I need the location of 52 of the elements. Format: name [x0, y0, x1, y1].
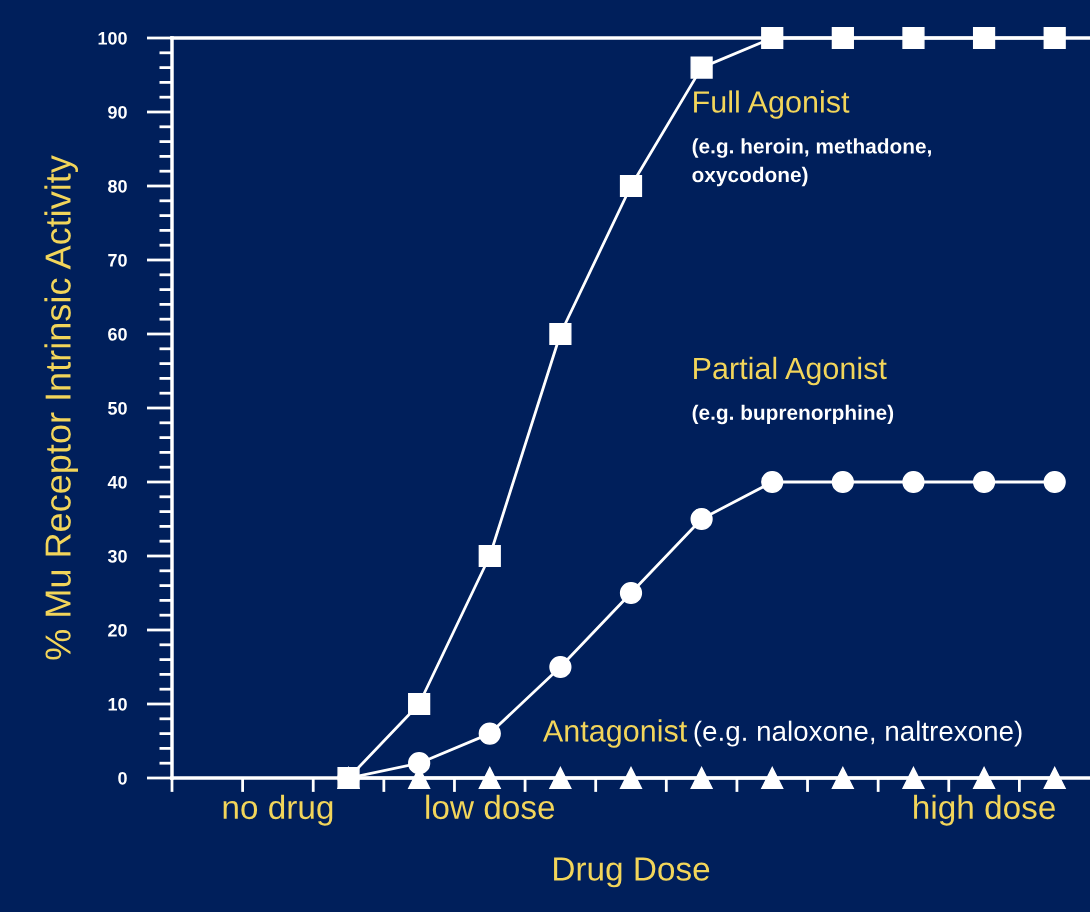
point — [408, 692, 431, 716]
point — [549, 766, 572, 790]
y-tick-label: 70 — [108, 253, 127, 267]
x-axis-title: Drug Dose — [554, 857, 710, 888]
point — [690, 766, 713, 790]
y-tick-label: 40 — [107, 475, 127, 489]
annotation: (e.g. heroin, methadone, oxycodone) — [692, 138, 931, 187]
y-tick-label: 50 — [108, 401, 127, 415]
point — [619, 766, 643, 790]
y-tick-label: 30 — [107, 549, 127, 563]
point — [549, 322, 572, 346]
point — [831, 766, 854, 790]
point — [972, 766, 996, 790]
point — [478, 766, 501, 790]
point — [972, 470, 996, 494]
annotation: (e.g. buprenorphine) — [692, 404, 894, 425]
point — [408, 752, 431, 775]
point — [972, 26, 996, 50]
point — [761, 766, 784, 790]
y-tick-label: 90 — [108, 105, 127, 119]
point — [761, 470, 784, 494]
y-tick-label: 20 — [108, 623, 127, 637]
point — [761, 26, 784, 50]
point — [619, 581, 643, 605]
y-axis-title: % Mu Receptor Intrinsic Activity — [44, 155, 78, 660]
y-tick-label: 80 — [108, 179, 127, 193]
y-tick-label: 0 — [118, 771, 127, 785]
y-tick-label: 10 — [108, 697, 127, 711]
point — [549, 655, 572, 679]
point — [902, 470, 925, 494]
point — [478, 544, 501, 568]
point — [478, 722, 501, 745]
point — [1043, 470, 1066, 494]
point — [902, 766, 925, 790]
y-tick-label: 60 — [108, 327, 127, 341]
point — [831, 26, 854, 50]
text: Partial Agonist — [694, 356, 887, 386]
x-tick-label: low dose — [426, 794, 555, 820]
point — [831, 470, 854, 494]
series-label: Antagonist — [542, 719, 688, 748]
y-tick-label: 100 — [98, 31, 127, 45]
series-label: Full Agonist — [694, 90, 850, 119]
point — [1043, 26, 1066, 50]
x-tick-label: no drug — [223, 794, 333, 826]
point — [337, 766, 360, 790]
x-tick-label: high dose — [914, 794, 1055, 826]
point — [690, 507, 713, 531]
annotation: (e.g. naloxone, naltrexone) — [694, 720, 1022, 747]
point — [902, 26, 925, 50]
point — [1043, 766, 1066, 790]
point — [619, 174, 643, 198]
point — [690, 56, 713, 79]
